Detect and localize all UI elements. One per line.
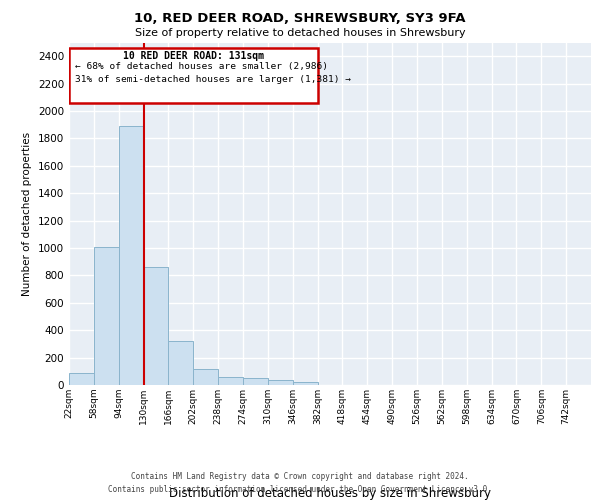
- Text: Size of property relative to detached houses in Shrewsbury: Size of property relative to detached ho…: [134, 28, 466, 38]
- Text: 10, RED DEER ROAD, SHREWSBURY, SY3 9FA: 10, RED DEER ROAD, SHREWSBURY, SY3 9FA: [134, 12, 466, 26]
- Bar: [143, 267, 169, 385]
- Bar: [69, 372, 94, 385]
- Text: ← 68% of detached houses are smaller (2,986): ← 68% of detached houses are smaller (2,…: [74, 62, 328, 72]
- Y-axis label: Number of detached properties: Number of detached properties: [22, 132, 32, 296]
- X-axis label: Distribution of detached houses by size in Shrewsbury: Distribution of detached houses by size …: [169, 486, 491, 500]
- Bar: [243, 378, 268, 385]
- Text: 31% of semi-detached houses are larger (1,381) →: 31% of semi-detached houses are larger (…: [74, 76, 350, 84]
- Bar: [268, 380, 293, 385]
- Bar: [218, 377, 243, 385]
- Text: Contains HM Land Registry data © Crown copyright and database right 2024.
Contai: Contains HM Land Registry data © Crown c…: [108, 472, 492, 494]
- Bar: [94, 246, 119, 385]
- Text: 10 RED DEER ROAD: 131sqm: 10 RED DEER ROAD: 131sqm: [123, 52, 264, 62]
- Bar: [193, 368, 218, 385]
- FancyBboxPatch shape: [69, 48, 317, 103]
- Bar: [293, 382, 317, 385]
- Bar: [119, 126, 143, 385]
- Bar: [169, 341, 193, 385]
